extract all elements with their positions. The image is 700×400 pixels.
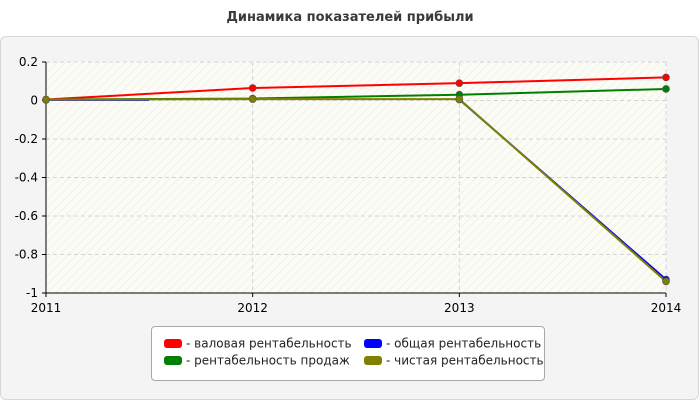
y-tick-label: 0.2: [19, 55, 38, 69]
y-tick-label: -0.2: [15, 132, 38, 146]
y-tick-label: -1: [26, 286, 38, 300]
series-0-point: [662, 73, 670, 82]
y-tick-label: -0.8: [15, 248, 38, 262]
legend-item-sales: - рентабельность продаж: [164, 353, 350, 368]
legend-label-net: - чистая рентабельность: [386, 353, 544, 368]
series-3-point: [662, 277, 670, 286]
legend: - валовая рентабельность - общая рентабе…: [151, 326, 545, 381]
chart-title: Динамика показателей прибыли: [226, 10, 474, 25]
x-tick-label: 2011: [31, 301, 62, 315]
series-3-point: [248, 95, 257, 103]
x-tick-label: 2014: [651, 301, 682, 315]
legend-label-gross: - валовая рентабельность: [186, 336, 352, 351]
legend-item-net: - чистая рентабельность: [364, 353, 544, 368]
series-points: [42, 73, 670, 286]
legend-item-gross: - валовая рентабельность: [164, 336, 352, 351]
legend-item-overall: - общая рентабельность: [364, 336, 541, 351]
x-axis-tick-labels: 2011 2012 2013 2014: [31, 301, 682, 315]
y-axis-tick-labels: 0.2 0 -0.2 -0.4 -0.6 -0.8 -1: [15, 55, 38, 300]
x-tick-label: 2013: [444, 301, 475, 315]
y-tick-label: -0.6: [15, 209, 38, 223]
legend-swatch-net: [364, 356, 382, 365]
x-tick-label: 2012: [237, 301, 268, 315]
legend-label-sales: - рентабельность продаж: [186, 353, 350, 368]
series-2-point: [662, 85, 670, 93]
series-0-point: [455, 79, 464, 87]
legend-swatch-gross: [164, 339, 182, 348]
series-lines: [45, 76, 667, 283]
legend-swatch-sales: [164, 356, 182, 365]
y-tick-label: -0.4: [15, 171, 38, 185]
legend-swatch-overall: [364, 339, 382, 348]
series-3-point: [455, 95, 464, 103]
legend-label-overall: - общая рентабельность: [386, 336, 542, 351]
series-0-point: [248, 84, 257, 92]
series-3-point: [42, 95, 50, 104]
y-tick-label: 0: [30, 94, 38, 108]
series-0-line: [45, 76, 667, 101]
series-3-line: [45, 98, 667, 283]
